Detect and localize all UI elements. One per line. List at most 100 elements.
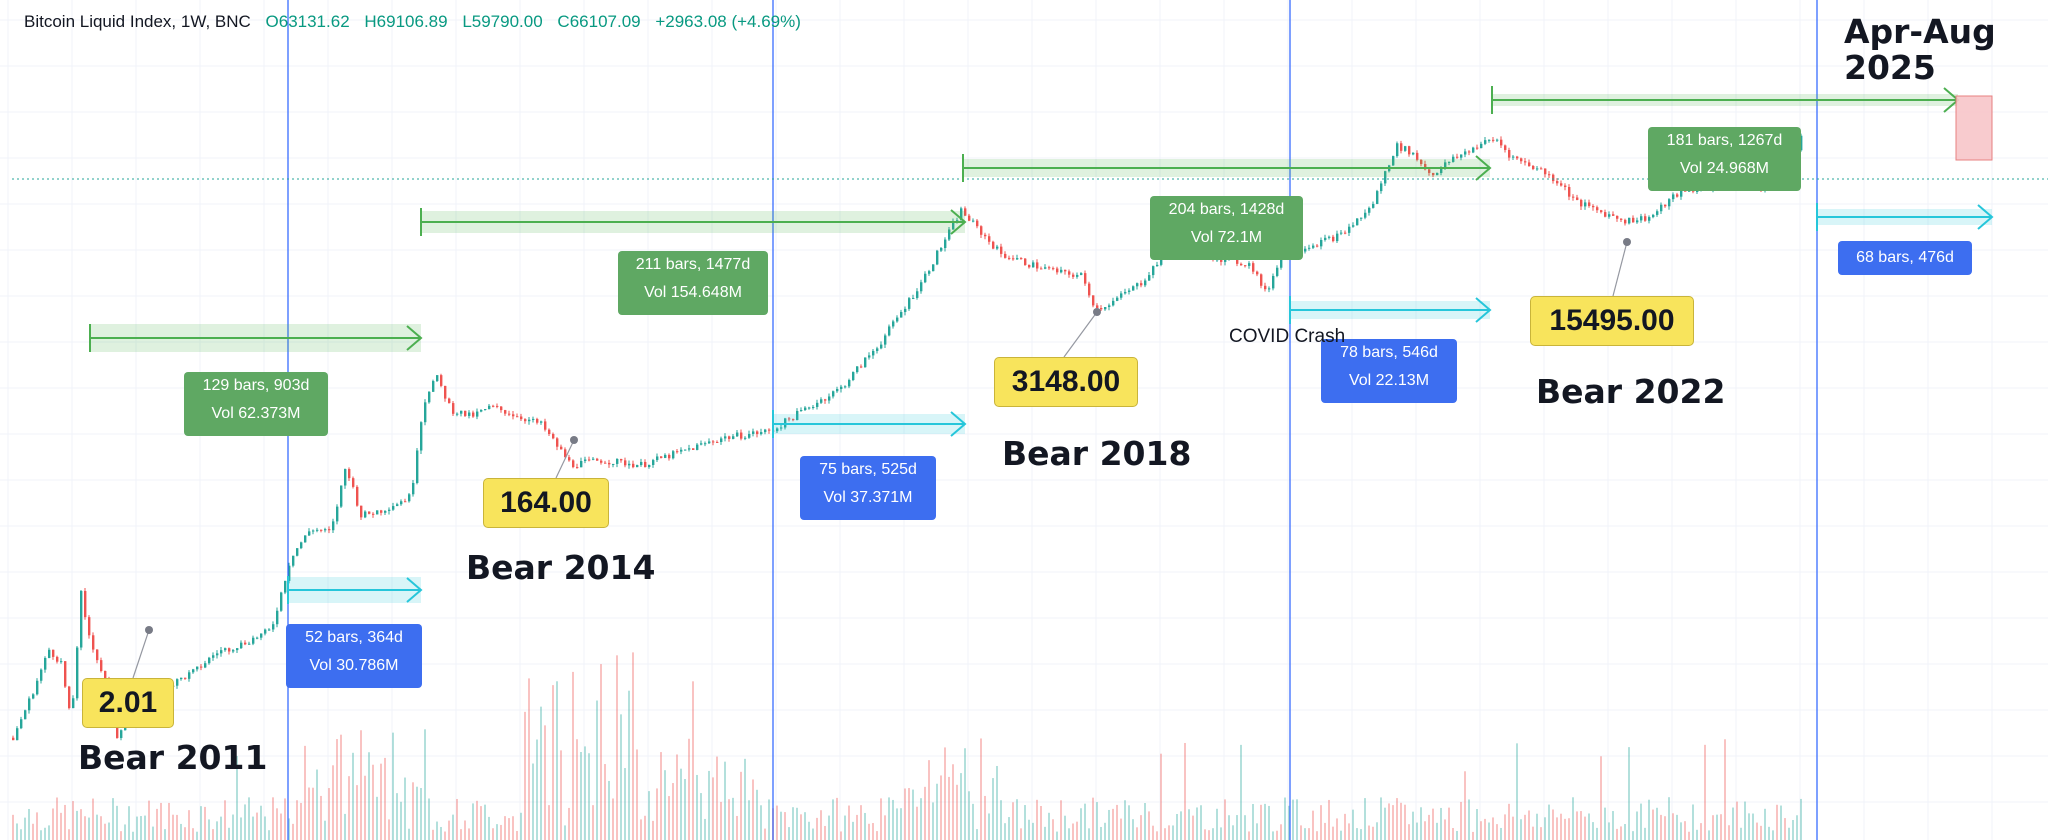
candle-body: [624, 460, 627, 466]
candle-body: [584, 459, 587, 461]
candle-body: [1540, 168, 1543, 170]
volume-bar: [1152, 825, 1154, 840]
candle-body: [856, 366, 859, 373]
volume-bar: [212, 829, 214, 840]
candle-body: [356, 486, 359, 506]
candle-body: [1672, 194, 1675, 200]
volume-bar: [1168, 825, 1170, 840]
candle-body: [1072, 274, 1075, 277]
volume-bar: [688, 738, 690, 840]
volume-bar: [360, 730, 362, 840]
volume-bar: [1568, 818, 1570, 840]
volume-bar: [1256, 823, 1258, 840]
volume-bar: [744, 758, 746, 840]
volume-bar: [364, 775, 366, 840]
volume-bar: [176, 814, 178, 840]
candle-body: [1064, 269, 1067, 272]
volume-bar: [260, 805, 262, 840]
candle-body: [468, 412, 471, 416]
candle-body: [1516, 156, 1519, 159]
volume-bar: [224, 800, 226, 840]
candle-body: [204, 663, 207, 668]
volume-bar: [1188, 809, 1190, 840]
candle-body: [500, 406, 503, 411]
bull-range-box-4: 181 bars, 1267d Vol 24.968M: [1648, 127, 1801, 191]
volume-bar: [1428, 814, 1430, 840]
volume-bar: [168, 802, 170, 840]
volume-bar: [376, 796, 378, 840]
volume-bar: [1280, 824, 1282, 840]
volume-bar: [556, 681, 558, 840]
volume-bar: [604, 764, 606, 840]
volume-bar: [752, 779, 754, 840]
volume-bar: [576, 739, 578, 840]
candle-body: [1116, 297, 1119, 301]
candle-body: [1412, 152, 1415, 155]
candle-body: [780, 427, 783, 429]
volume-bar: [1172, 825, 1174, 840]
volume-bar: [800, 814, 802, 840]
bear-label-2011: Bear 2011: [78, 738, 268, 777]
volume-bar: [1116, 804, 1118, 840]
volume-bar: [1180, 811, 1182, 840]
candle-body: [380, 510, 383, 513]
volume-bar: [1588, 813, 1590, 840]
volume-bar: [20, 829, 22, 840]
volume-bar: [1552, 809, 1554, 840]
candle-body: [636, 465, 639, 468]
volume-bar: [592, 805, 594, 840]
volume-bar: [812, 828, 814, 840]
candle-body: [484, 409, 487, 411]
volume-bar: [904, 788, 906, 840]
recovery-range-bars: 78 bars, 546d: [1340, 344, 1438, 361]
volume-bar: [1212, 828, 1214, 840]
volume-bar: [236, 755, 238, 840]
low-value: L59790.00: [462, 12, 543, 31]
candle-body: [328, 529, 331, 531]
candle-body: [448, 398, 451, 404]
volume-bar: [1064, 815, 1066, 840]
volume-bar: [104, 823, 106, 840]
volume-bar: [336, 739, 338, 840]
volume-bar: [1696, 829, 1698, 840]
candle-body: [1472, 147, 1475, 153]
volume-bar: [672, 783, 674, 840]
candle-body: [728, 436, 731, 439]
volume-bar: [1260, 804, 1262, 840]
candle-body: [420, 422, 423, 451]
volume-bar: [1708, 830, 1710, 840]
bull-range-bars: 204 bars, 1428d: [1168, 201, 1285, 218]
volume-bar: [1772, 830, 1774, 840]
volume-bar: [1236, 815, 1238, 840]
volume-bar: [900, 808, 902, 840]
volume-bar: [1460, 801, 1462, 840]
volume-bar: [1088, 828, 1090, 840]
volume-bar: [100, 816, 102, 840]
volume-bar: [268, 830, 270, 840]
volume-bar: [200, 806, 202, 840]
candle-body: [232, 650, 235, 652]
volume-bar: [960, 773, 962, 840]
candle-body: [16, 728, 19, 741]
volume-bar: [1252, 804, 1254, 840]
volume-bar: [884, 815, 886, 840]
volume-bar: [1620, 826, 1622, 840]
candle-body: [640, 461, 643, 466]
volume-bar: [860, 805, 862, 840]
volume-bar: [1376, 822, 1378, 840]
candle-body: [1332, 236, 1335, 242]
candle-body: [332, 521, 335, 531]
volume-bar: [248, 797, 250, 840]
candle-body: [1692, 190, 1695, 192]
candle-body: [372, 513, 375, 515]
candle-body: [240, 642, 243, 649]
candle-body: [276, 610, 279, 625]
volume-bar: [280, 813, 282, 840]
candle-body: [1056, 268, 1059, 273]
volume-bar: [96, 814, 98, 840]
volume-bar: [240, 817, 242, 840]
volume-bar: [1232, 825, 1234, 840]
volume-bar: [628, 690, 630, 840]
volume-bar: [1124, 800, 1126, 840]
